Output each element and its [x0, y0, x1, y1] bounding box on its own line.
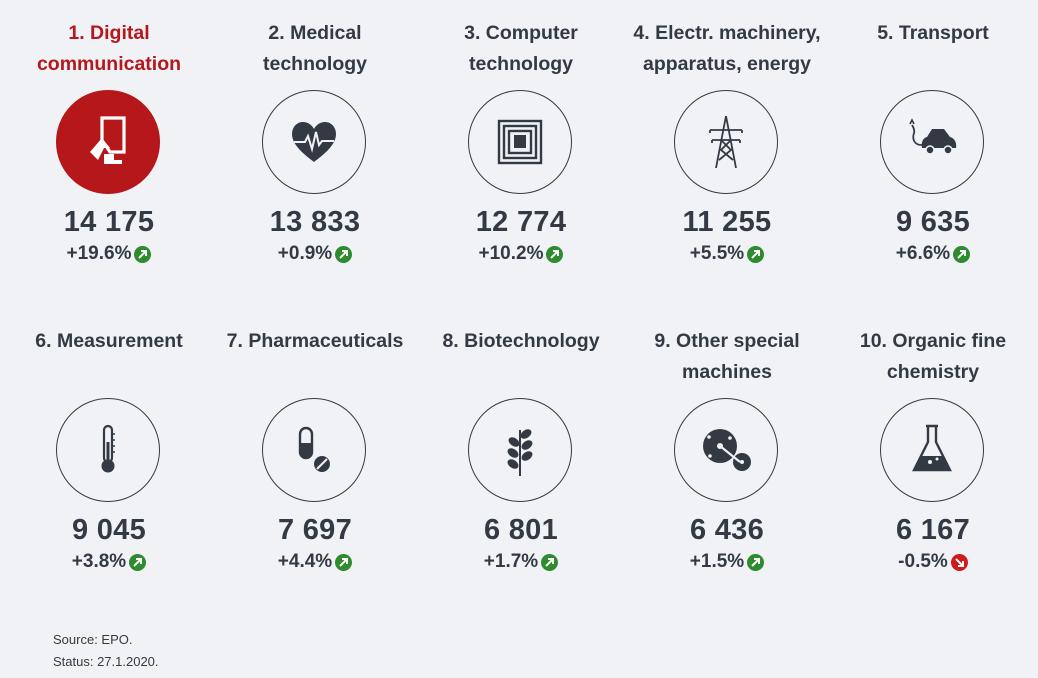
application-count: 6 167 — [895, 514, 971, 546]
technology-field-card: 1. Digital communication 14 175 +19.6% — [6, 18, 212, 308]
arrow-down-icon — [950, 553, 968, 571]
change-percent: -0.5% — [898, 551, 948, 572]
hand-tablet-icon — [56, 90, 160, 194]
change-indicator: +1.5% — [624, 551, 830, 573]
technology-field-card: 6. Measurement 9 045 +3.8% — [6, 326, 212, 616]
application-count: 13 833 — [269, 206, 361, 238]
arrow-up-icon — [546, 245, 564, 263]
pills-icon — [262, 398, 366, 502]
application-count: 14 175 — [63, 206, 155, 238]
change-indicator: +1.7% — [418, 551, 624, 573]
application-count: 7 697 — [277, 514, 353, 546]
technology-field-card: 10. Organic fine chemistry 6 167 -0.5% — [830, 326, 1036, 616]
arrow-up-icon — [953, 245, 971, 263]
plant-icon — [468, 398, 572, 502]
application-count: 9 635 — [895, 206, 971, 238]
change-percent: +10.2% — [478, 243, 544, 264]
footer: Source: EPO. Status: 27.1.2020. — [53, 629, 159, 673]
change-indicator: +6.6% — [830, 243, 1036, 265]
electric-car-icon — [880, 90, 984, 194]
technology-field-card: 5. Transport 9 635 +6.6% — [830, 18, 1036, 308]
change-percent: +5.5% — [689, 243, 745, 264]
source-note: Source: EPO. — [53, 632, 133, 647]
technology-field-card: 8. Biotechnology 6 801 +1.7% — [418, 326, 624, 616]
field-title: 2. Medical technology — [262, 22, 367, 75]
change-percent: +4.4% — [277, 551, 333, 572]
technology-field-card: 9. Other special machines 6 436 +1.5% — [624, 326, 830, 616]
change-indicator: +3.8% — [6, 551, 212, 573]
row-2: 6. Measurement 9 045 +3.8% 7. Pharmaceutica… — [0, 326, 1038, 626]
field-title: 3. Computer technology — [464, 22, 578, 75]
field-title: 4. Electr. machinery, apparatus, energy — [633, 22, 821, 75]
change-percent: +19.6% — [66, 243, 132, 264]
saw-blade-icon — [674, 398, 778, 502]
application-count: 12 774 — [475, 206, 567, 238]
field-title: 7. Pharmaceuticals — [226, 330, 404, 352]
change-percent: +0.9% — [277, 243, 333, 264]
application-count: 6 801 — [483, 514, 559, 546]
change-indicator: -0.5% — [830, 551, 1036, 573]
technology-field-card: 4. Electr. machinery, apparatus, energy 1… — [624, 18, 830, 308]
status-note: Status: 27.1.2020. — [53, 654, 159, 669]
change-percent: +6.6% — [895, 243, 951, 264]
change-indicator: +5.5% — [624, 243, 830, 265]
arrow-up-icon — [747, 245, 765, 263]
field-title: 9. Other special machines — [654, 330, 800, 383]
thermometer-icon — [56, 398, 160, 502]
power-pylon-icon — [674, 90, 778, 194]
field-title: 1. Digital communication — [36, 22, 182, 75]
chip-icon — [468, 90, 572, 194]
arrow-up-icon — [134, 245, 152, 263]
arrow-up-icon — [335, 553, 353, 571]
technology-fields-grid: 1. Digital communication 14 175 +19.6% 2. M… — [0, 18, 1038, 572]
change-percent: +1.7% — [483, 551, 539, 572]
technology-field-card: 3. Computer technology 12 774 +10.2% — [418, 18, 624, 308]
application-count: 11 255 — [682, 206, 772, 238]
heartbeat-icon — [262, 90, 366, 194]
application-count: 9 045 — [71, 514, 147, 546]
field-title: 6. Measurement — [35, 330, 183, 352]
change-indicator: +10.2% — [418, 243, 624, 265]
field-title: 8. Biotechnology — [442, 330, 600, 352]
field-title: 5. Transport — [877, 22, 989, 44]
technology-field-card: 7. Pharmaceuticals 7 697 +4.4% — [212, 326, 418, 616]
change-indicator: +0.9% — [212, 243, 418, 265]
change-percent: +3.8% — [71, 551, 127, 572]
arrow-up-icon — [129, 553, 147, 571]
technology-field-card: 2. Medical technology 13 833 +0.9% — [212, 18, 418, 308]
application-count: 6 436 — [689, 514, 765, 546]
change-percent: +1.5% — [689, 551, 745, 572]
arrow-up-icon — [541, 553, 559, 571]
flask-icon — [880, 398, 984, 502]
change-indicator: +19.6% — [6, 243, 212, 265]
arrow-up-icon — [747, 553, 765, 571]
row-1: 1. Digital communication 14 175 +19.6% 2. M… — [0, 18, 1038, 318]
change-indicator: +4.4% — [212, 551, 418, 573]
arrow-up-icon — [335, 245, 353, 263]
field-title: 10. Organic fine chemistry — [859, 330, 1007, 383]
